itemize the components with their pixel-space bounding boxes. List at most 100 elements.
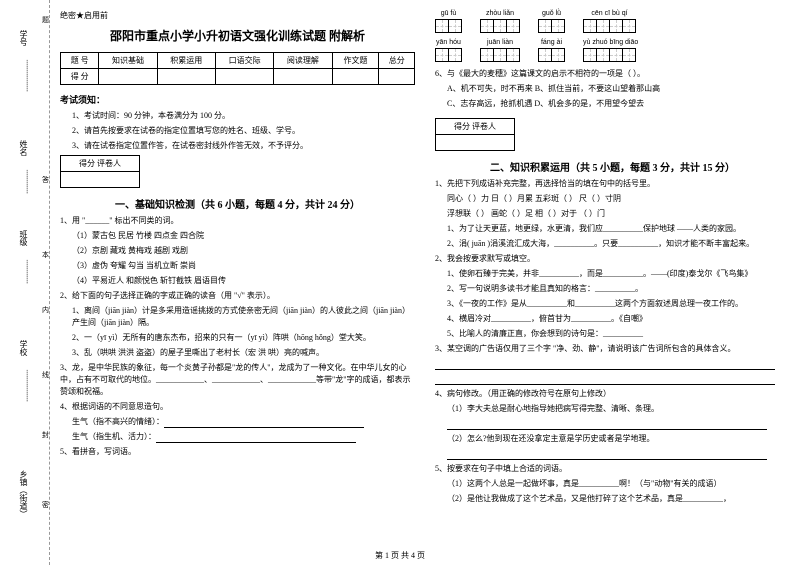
q7-opt: A、机不可失，时不再来 B、抓住当前，不要这山望着那山高 — [447, 83, 790, 95]
char-boxes — [583, 48, 638, 62]
label-class: 班级 — [18, 230, 29, 246]
q5a-label: 生气（指不高兴的情绪）： — [72, 417, 164, 426]
right-column: gū fù zhòu liǎn guǒ lǜ cēn cī bù qí yān … — [435, 10, 790, 508]
q2: 2、给下面的句子选择正确的字或正确的读音（用 "√" 表示）。 — [60, 290, 415, 302]
label-school: 学校 — [18, 340, 29, 356]
th: 总分 — [379, 53, 415, 69]
pinyin: zhòu liǎn — [480, 10, 520, 17]
q1-opt: （2）京剧 藏戏 黄梅戏 越剧 戏剧 — [72, 245, 415, 257]
q1-opt: （4）平易近人 和颜悦色 斩钉截铁 眉语目传 — [72, 275, 415, 287]
section-score-box: 得分 评卷人 — [435, 118, 515, 151]
td — [379, 69, 415, 85]
q1: 1、用 "______" 标出不同类的词。 — [60, 215, 415, 227]
score-box-blank — [436, 135, 515, 151]
s2q4-blank — [447, 418, 790, 430]
s2q3-blank — [435, 373, 790, 385]
label-town: 乡镇（街道） — [18, 470, 29, 518]
margin-char: 内 — [42, 305, 49, 315]
th: 积累运用 — [157, 53, 215, 69]
pinyin: yān hóu — [435, 39, 462, 46]
section1-title: 一、基础知识检测（共 6 小题，每题 4 分，共计 24 分） — [60, 196, 415, 211]
pinyin-item: gū fù — [435, 10, 462, 33]
s2q2-line: 5、比喻人的清廉正直，你会想到的诗句是：__________ — [447, 328, 790, 340]
th: 作文题 — [332, 53, 379, 69]
label-student-id: 学号 — [18, 30, 29, 46]
s2q4-blank — [447, 448, 790, 460]
blank — [156, 433, 356, 443]
q2-line: 1、离间（jiān jiàn）计是多采用造谣挑拨的方式使亲密无间（jiān ji… — [72, 305, 415, 329]
s2q1-line: 1、为了让天更蓝，地更绿，水更清，我们应__________保护地球 ——人类的… — [447, 223, 790, 235]
pinyin-item: fáng ài — [538, 39, 565, 62]
pinyin-item: cēn cī bù qí — [583, 10, 636, 33]
notice-title: 考试须知： — [60, 93, 415, 106]
q7-opt: C、志存高远，抢抓机遇 D、机会多的是，不用望今望去 — [447, 98, 790, 110]
pinyin-item: yān hóu — [435, 39, 462, 62]
pinyin: juān liàn — [480, 39, 520, 46]
s2q5-line: （1）这两个人总是一起做坏事，真是__________啊！（与"动物"有关的成语… — [447, 478, 790, 490]
th: 阅读理解 — [274, 53, 332, 69]
pinyin-item: yù zhuó bīng diāo — [583, 39, 638, 62]
pinyin: gū fù — [435, 10, 462, 17]
blank — [164, 418, 364, 428]
pinyin-row-2: yān hóu juān liàn fáng ài yù zhuó bīng d… — [435, 39, 790, 62]
q7: 6、与《最大的麦穗》这篇课文的启示不相符的一项是（ ）。 — [435, 68, 790, 80]
q4: 3、龙，是中华民族的象征，每一个炎黄子孙都是"龙的传人"，龙成为了一种文化。在中… — [60, 362, 415, 398]
char-boxes — [480, 48, 520, 62]
q2-line: 2、一（yī yì）无所有的唐东杰布，招来的只有一（yī yì）阵哄（hōng … — [72, 332, 415, 344]
pinyin: cēn cī bù qí — [583, 10, 636, 17]
q1-opt: （3）虚伪 夸耀 勾当 当机立断 崇尚 — [72, 260, 415, 272]
char-boxes — [538, 19, 565, 33]
th: 题 号 — [61, 53, 99, 69]
dots: ┊┊┊ — [25, 260, 31, 284]
main-content: 绝密★启用前 邵阳市重点小学小升初语文强化训练试题 附解析 题 号 知识基础 积… — [60, 10, 790, 508]
score-table: 题 号 知识基础 积累运用 口语交际 阅读理解 作文题 总分 得 分 — [60, 52, 415, 85]
s2q2-line: 3、《一夜的工作》是从__________和__________这两个方面叙述周… — [447, 298, 790, 310]
secrecy-tag: 绝密★启用前 — [60, 10, 415, 21]
s2q2: 2、我会按要求默写或填空。 — [435, 253, 790, 265]
margin-char: 封 — [42, 430, 49, 440]
score-box-label: 得分 评卷人 — [436, 119, 515, 135]
s2q3: 3、某空调的广告语仅用了三个字 "净、劲、静"，请说明该广告词所包含的具体含义。 — [435, 343, 790, 355]
margin-char: 题 — [42, 15, 49, 25]
th: 知识基础 — [99, 53, 157, 69]
page-footer: 第 1 页 共 4 页 — [0, 550, 800, 561]
pinyin: guǒ lǜ — [538, 10, 565, 17]
pinyin: yù zhuó bīng diāo — [583, 39, 638, 46]
dots: ┊┊┊┊ — [25, 60, 31, 92]
s2q4: 4、病句修改。（用正确的修改符号在原句上修改） — [435, 388, 790, 400]
s2q2-line: 2、写一句说明多读书才能且真知的格言：__________。 — [447, 283, 790, 295]
q5b: 生气（指生机、活力）： — [72, 431, 415, 443]
pinyin-item: guǒ lǜ — [538, 10, 565, 33]
s2q1-line: 浮想联（ ） 画蛇（ ）足 相（ ）对于 （ ）门 — [447, 208, 790, 220]
q1-opt: （1）蒙古包 民居 竹楼 四点金 四合院 — [72, 230, 415, 242]
s2q3-blank — [435, 358, 790, 370]
section2-title: 二、知识积累运用（共 5 小题，每题 3 分，共计 15 分） — [435, 159, 790, 174]
s2q4-line: （2）怎么?他到现在还没拿定主意是学历史或者是学地理。 — [447, 433, 790, 445]
td — [157, 69, 215, 85]
s2q2-line: 4、横眉冷对__________，俯首甘为__________。《自嘲》 — [447, 313, 790, 325]
notice: 2、请首先按要求在试卷的指定位置填写您的姓名、班级、学号。 — [72, 125, 415, 136]
margin-char: 线 — [42, 370, 49, 380]
pinyin: fáng ài — [538, 39, 565, 46]
pinyin-row-1: gū fù zhòu liǎn guǒ lǜ cēn cī bù qí — [435, 10, 790, 33]
dots: ┊┊┊ — [25, 170, 31, 194]
td — [332, 69, 379, 85]
q3: 3、乱（哄哄 洪洪 盗盗）的屋子里嘶出了老村长（宏 洪 哄）亮的喊声。 — [72, 347, 415, 359]
s2q1: 1、先把下列成语补充完整，再选择恰当的填在句中的括号里。 — [435, 178, 790, 190]
pinyin-item: juān liàn — [480, 39, 520, 62]
char-boxes — [583, 19, 636, 33]
char-boxes — [538, 48, 565, 62]
margin-char: 本 — [42, 250, 49, 260]
pinyin-item: zhòu liǎn — [480, 10, 520, 33]
score-box-label: 得分 评卷人 — [61, 156, 140, 172]
s2q5-line: （2）是他让我做成了这个艺术品，又是他打碎了这个艺术品，真是__________… — [447, 493, 790, 505]
q5: 4、根据词语的不同意思造句。 — [60, 401, 415, 413]
margin-char: 密 — [42, 500, 49, 510]
exam-title: 邵阳市重点小学小升初语文强化训练试题 附解析 — [60, 27, 415, 44]
notice: 3、请在试卷指定位置作答，在试卷密封线外作答无效，不予评分。 — [72, 140, 415, 151]
left-column: 绝密★启用前 邵阳市重点小学小升初语文强化训练试题 附解析 题 号 知识基础 积… — [60, 10, 415, 508]
td — [274, 69, 332, 85]
q5a: 生气（指不高兴的情绪）： — [72, 416, 415, 428]
score-box-blank — [61, 172, 140, 188]
td: 得 分 — [61, 69, 99, 85]
